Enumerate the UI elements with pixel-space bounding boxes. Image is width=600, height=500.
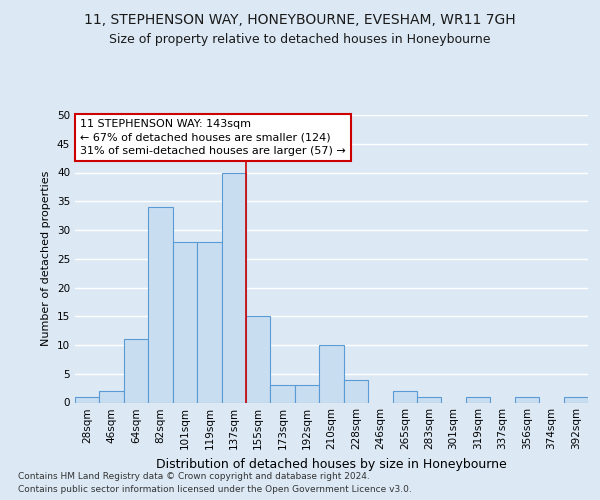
- Bar: [392, 391, 417, 402]
- Bar: [515, 397, 539, 402]
- Bar: [221, 172, 246, 402]
- Text: Contains public sector information licensed under the Open Government Licence v3: Contains public sector information licen…: [18, 485, 412, 494]
- Bar: [295, 385, 319, 402]
- X-axis label: Distribution of detached houses by size in Honeybourne: Distribution of detached houses by size …: [156, 458, 507, 471]
- Bar: [466, 397, 490, 402]
- Text: 11, STEPHENSON WAY, HONEYBOURNE, EVESHAM, WR11 7GH: 11, STEPHENSON WAY, HONEYBOURNE, EVESHAM…: [84, 12, 516, 26]
- Bar: [417, 397, 442, 402]
- Text: Contains HM Land Registry data © Crown copyright and database right 2024.: Contains HM Land Registry data © Crown c…: [18, 472, 370, 481]
- Bar: [100, 391, 124, 402]
- Bar: [246, 316, 271, 402]
- Y-axis label: Number of detached properties: Number of detached properties: [41, 171, 52, 346]
- Bar: [563, 397, 588, 402]
- Bar: [197, 242, 221, 402]
- Bar: [271, 385, 295, 402]
- Bar: [319, 345, 344, 403]
- Bar: [124, 339, 148, 402]
- Bar: [75, 397, 100, 402]
- Text: Size of property relative to detached houses in Honeybourne: Size of property relative to detached ho…: [109, 32, 491, 46]
- Text: 11 STEPHENSON WAY: 143sqm
← 67% of detached houses are smaller (124)
31% of semi: 11 STEPHENSON WAY: 143sqm ← 67% of detac…: [80, 120, 346, 156]
- Bar: [173, 242, 197, 402]
- Bar: [344, 380, 368, 402]
- Bar: [148, 207, 173, 402]
